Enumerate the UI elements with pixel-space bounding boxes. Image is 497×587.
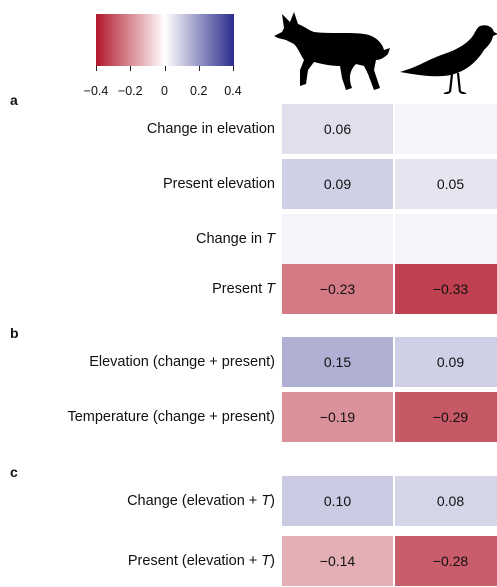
colorbar-tick [164,66,166,71]
heatmap-cell: −0.19 [282,392,393,442]
row-label: Change in T [196,231,275,247]
colorbar-tick-label: −0.2 [117,84,143,98]
heatmap-cell: −0.28 [395,536,497,586]
colorbar-tick-label: 0 [161,84,168,98]
heatmap-cell [395,104,497,154]
fox-silhouette-icon [274,12,390,90]
heatmap-cell [395,214,497,264]
colorbar [96,14,234,66]
cell-value-label: −0.14 [319,553,356,569]
row-label: Present T [212,281,275,297]
bird-silhouette-icon [400,25,497,94]
heatmap-cell: 0.09 [282,159,393,209]
cell-value-label: 0.08 [436,493,465,509]
row-label: Elevation (change + present) [89,354,275,370]
heatmap-cell: 0.10 [282,476,393,526]
cell-value-label: −0.23 [319,281,356,297]
cell-value-label: 0.09 [436,354,465,370]
heatmap-cell: 0.05 [395,159,497,209]
heatmap-cell: −0.33 [395,264,497,314]
cell-value-label: −0.33 [432,281,469,297]
colorbar-tick [233,66,234,71]
heatmap-cell: 0.06 [282,104,393,154]
colorbar-tick [198,66,200,71]
row-label: Present elevation [162,176,275,192]
heatmap-cell [282,214,393,264]
cell-value-label: 0.10 [323,493,352,509]
heatmap-cell: −0.29 [395,392,497,442]
heatmap-cell: −0.23 [282,264,393,314]
row-label: Present (elevation + T) [127,553,275,569]
cell-value-label: 0.09 [323,176,352,192]
heatmap-cell: −0.14 [282,536,393,586]
panel-letter-c: c [10,464,18,480]
row-label: Temperature (change + present) [67,409,275,425]
heatmap-cell: 0.08 [395,476,497,526]
cell-value-label: 0.15 [323,354,352,370]
panel-letter-b: b [10,325,19,341]
heatmap-cell: 0.09 [395,337,497,387]
row-label: Change (elevation + T) [127,493,275,509]
cell-value-label: 0.05 [436,176,465,192]
row-label: Change in elevation [146,121,275,137]
cell-value-label: −0.28 [432,553,469,569]
cell-value-label: −0.29 [432,409,469,425]
colorbar-tick [96,66,97,71]
colorbar-tick-label: 0.4 [224,84,242,98]
colorbar-tick-label: 0.2 [190,84,208,98]
cell-value-label: −0.19 [319,409,356,425]
colorbar-tick [130,66,132,71]
heatmap-cell: 0.15 [282,337,393,387]
colorbar-ticks [96,66,234,72]
colorbar-tick-label: −0.4 [83,84,109,98]
cell-value-label: 0.06 [323,121,352,137]
panel-letter-a: a [10,92,18,108]
